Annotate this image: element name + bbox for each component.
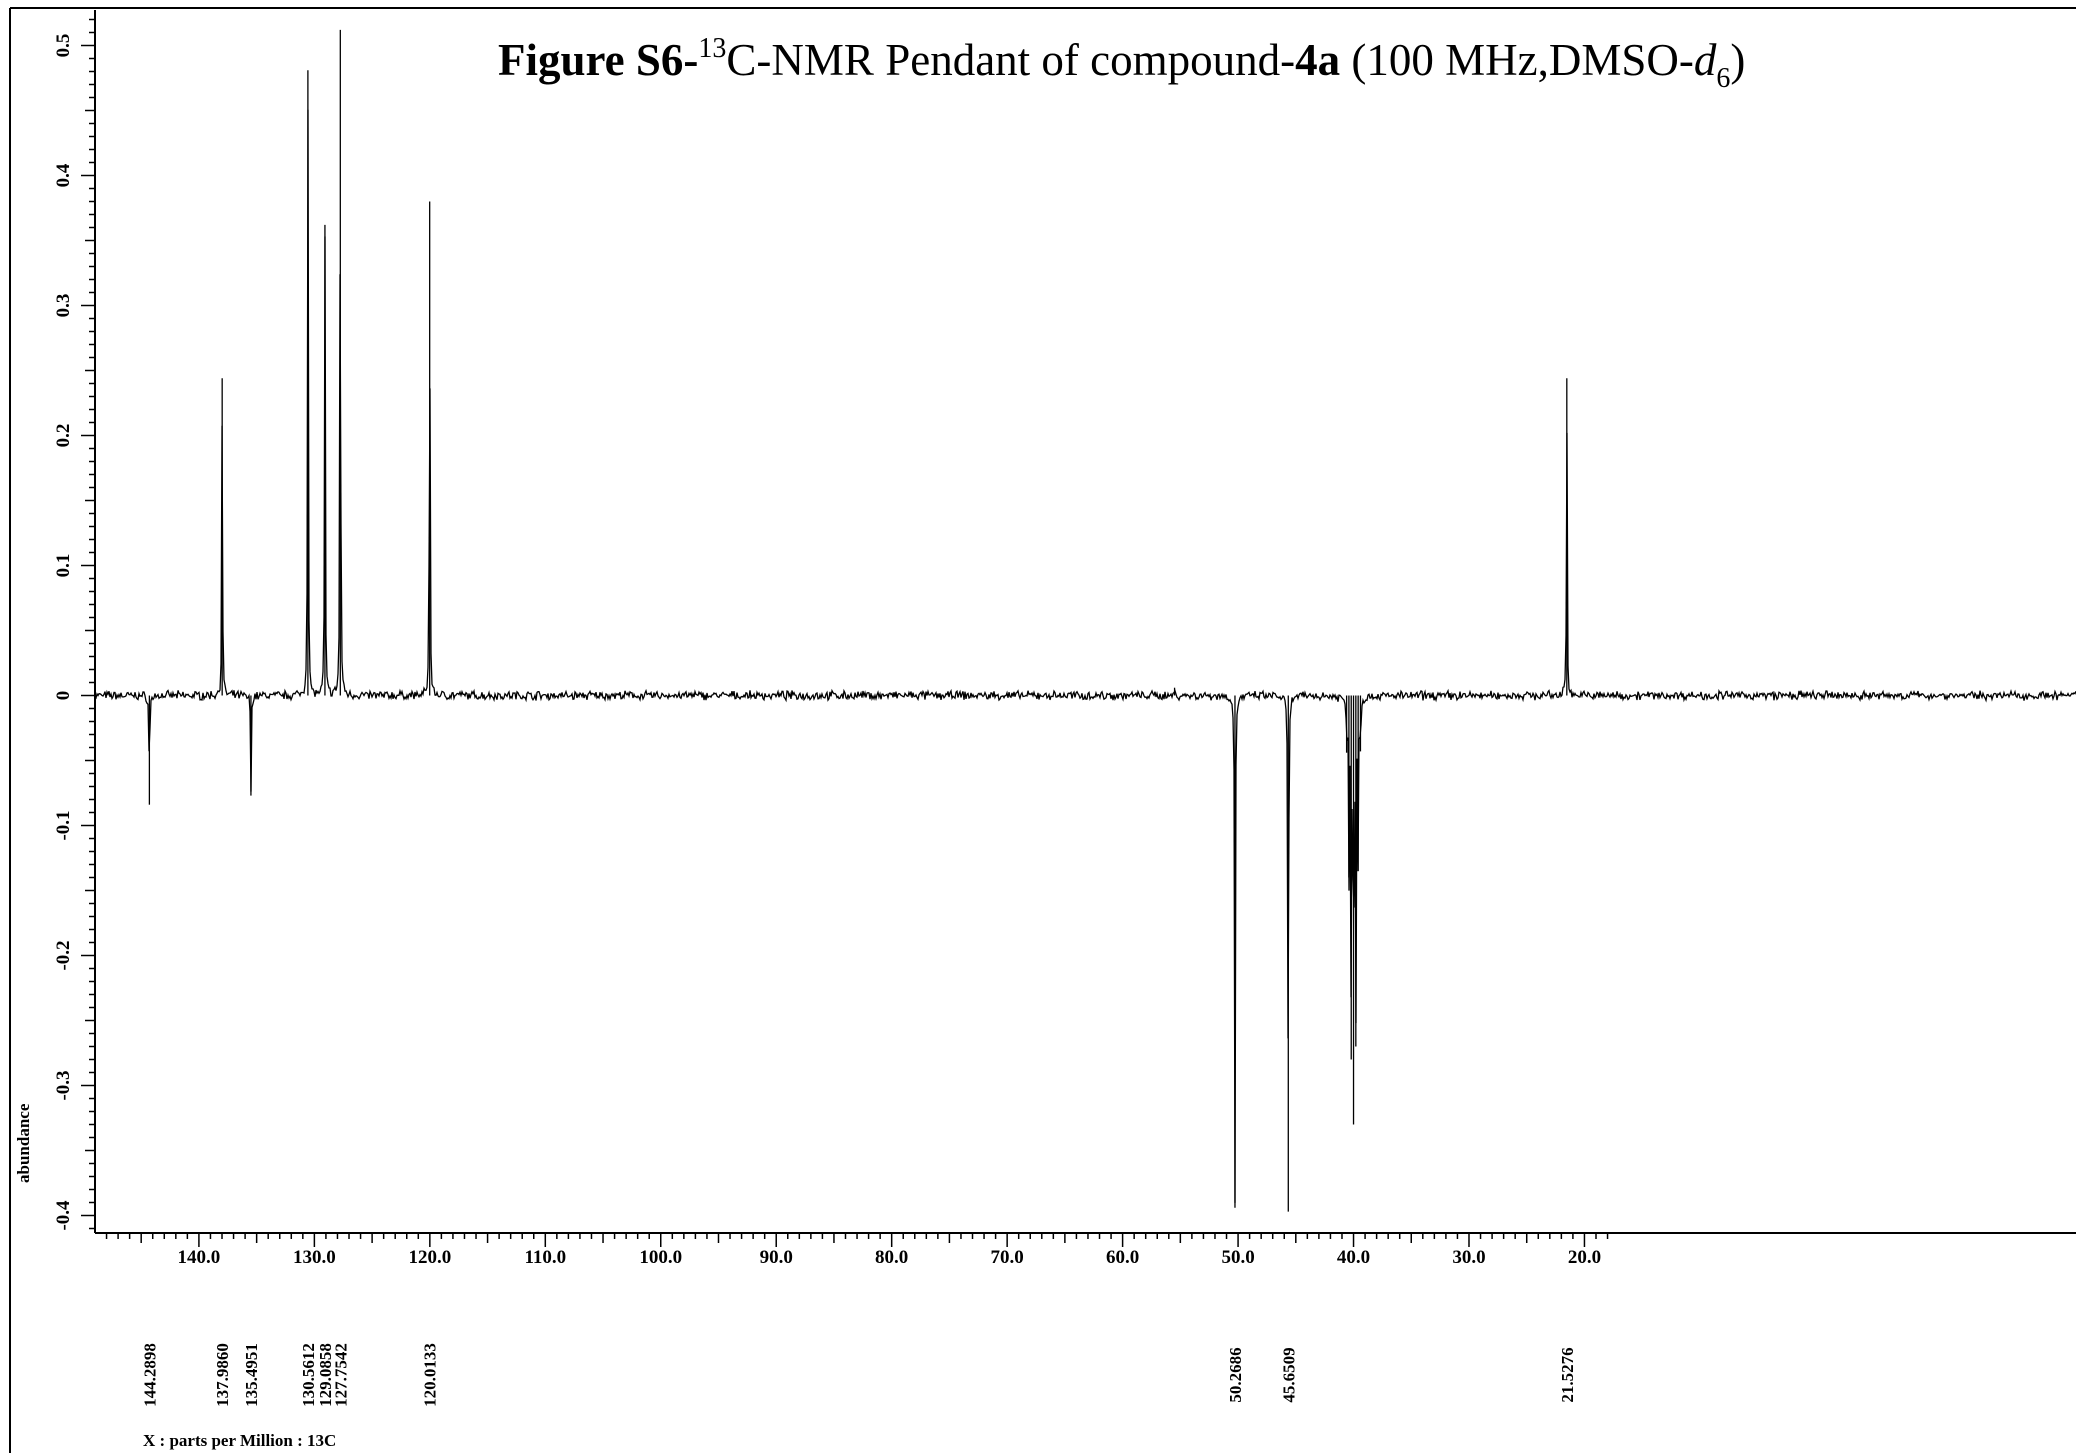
x-tick-label: 140.0: [178, 1247, 221, 1268]
y-tick-label: -0.3: [53, 1070, 74, 1100]
title-subscript: 6: [1716, 63, 1730, 94]
title-prefix: Figure S6-: [498, 35, 698, 85]
x-axis-label: X : parts per Million : 13C: [143, 1431, 336, 1450]
x-tick-label: 90.0: [760, 1247, 793, 1268]
peak-label: 120.0133: [421, 1343, 440, 1407]
x-tick-label: 80.0: [875, 1247, 908, 1268]
peak-label: 45.6509: [1279, 1347, 1298, 1402]
title-close: ): [1730, 35, 1745, 85]
y-tick-label: 0.4: [53, 163, 74, 187]
peak-label: 50.2686: [1226, 1347, 1245, 1402]
y-tick-label: 0.3: [53, 294, 74, 318]
x-tick-label: 50.0: [1221, 1247, 1254, 1268]
title-compound: 4a: [1295, 35, 1340, 85]
title-superscript: 13: [698, 33, 726, 64]
y-tick-label: 0.2: [53, 424, 74, 448]
y-tick-label: 0.5: [53, 34, 74, 58]
peak-label: 144.2898: [140, 1343, 159, 1407]
x-axis: 140.0 130.0 120.0 110.0 100.0 90.0 80.0 70.0 60.…: [105, 1233, 1609, 1268]
x-tick-label: 30.0: [1452, 1247, 1485, 1268]
spectrum-baseline-trace: [94, 109, 2076, 1203]
y-axis-label: abundance: [14, 1103, 33, 1183]
title-middle: C-NMR Pendant of compound-: [726, 35, 1295, 85]
y-tick-label: 0: [53, 691, 74, 701]
peak-label: 127.7542: [331, 1343, 350, 1407]
title-tail: (100 MHz,DMSO-: [1340, 35, 1694, 85]
x-tick-label: 120.0: [408, 1247, 451, 1268]
x-tick-label: 110.0: [524, 1247, 566, 1268]
spectrum-trace-group: [94, 29, 2076, 1212]
chart-title: Figure S6-13C-NMR Pendant of compound-4a…: [498, 33, 1745, 94]
y-tick-label: -0.1: [53, 810, 74, 840]
peak-label: 21.5276: [1558, 1347, 1577, 1402]
y-tick-label: 0.1: [53, 554, 74, 578]
title-solvent: d: [1694, 35, 1717, 85]
x-tick-label: 70.0: [991, 1247, 1024, 1268]
plot-frame: [9, 7, 2076, 1453]
y-tick-label: -0.4: [53, 1200, 74, 1231]
peak-label-group: 144.2898 137.9860 135.4951 130.5612129.0858…: [140, 1343, 1576, 1407]
peak-label: 135.4951: [242, 1343, 261, 1407]
peak-label: 129.0858: [316, 1343, 335, 1407]
x-tick-label: 40.0: [1337, 1247, 1370, 1268]
y-tick-label: -0.2: [53, 940, 74, 970]
x-tick-label: 60.0: [1106, 1247, 1139, 1268]
x-tick-label: 20.0: [1568, 1247, 1601, 1268]
x-tick-label: 100.0: [639, 1247, 682, 1268]
x-tick-label: 130.0: [293, 1247, 336, 1268]
y-axis: 0.5 0.4 0.3 0.2 0.1 0 -0.1 -0.2 -0.3 -0.4: [53, 18, 95, 1231]
peak-label: 137.9860: [213, 1343, 232, 1407]
peak-label: 130.5612: [299, 1343, 318, 1407]
